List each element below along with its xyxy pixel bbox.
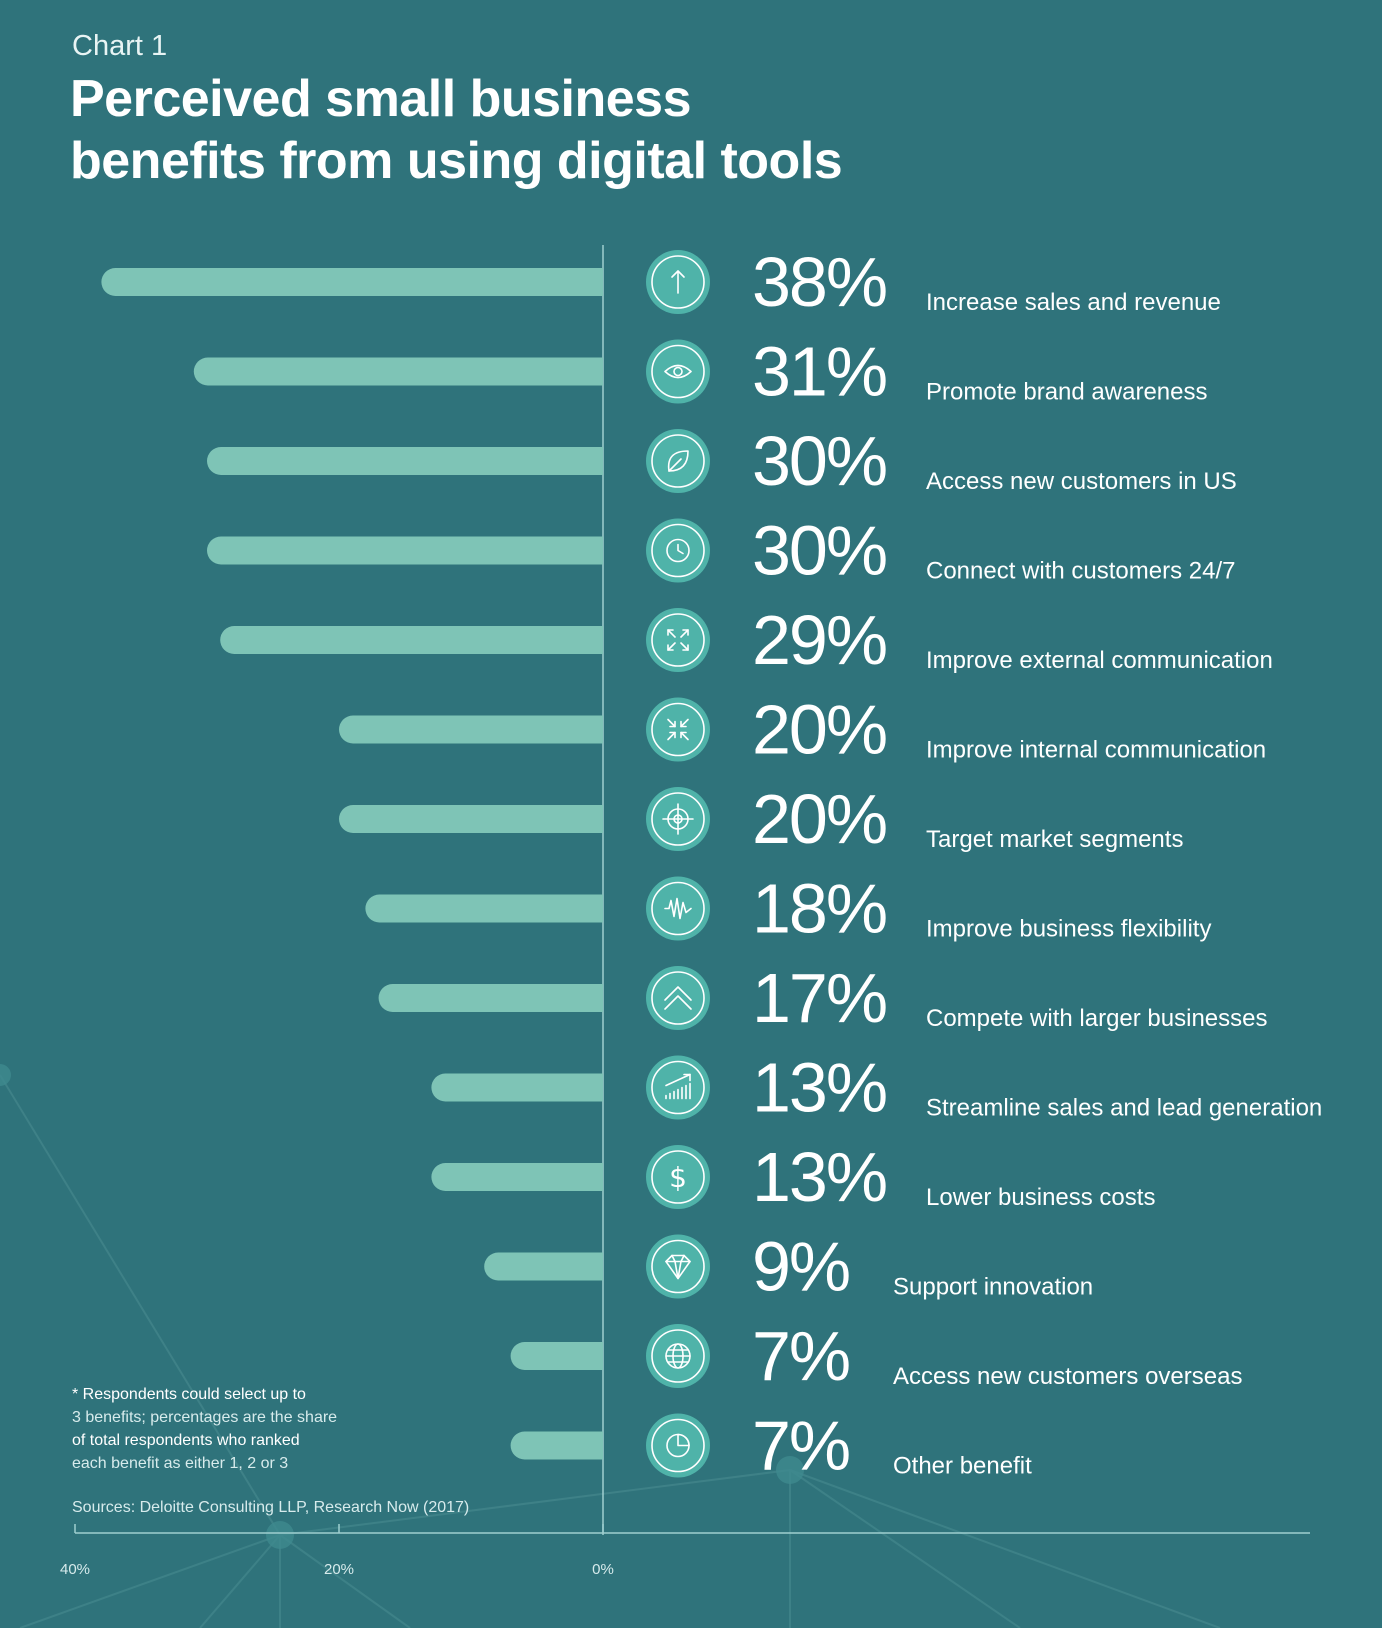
bar-9	[378, 984, 603, 1013]
category-label-11: Lower business costs	[926, 1184, 1155, 1211]
value-label-4: 30%	[752, 512, 886, 590]
value-label-14: 7%	[752, 1407, 849, 1485]
value-label-8: 18%	[752, 870, 886, 948]
chevron-up-icon	[646, 966, 710, 1030]
globe-icon	[646, 1324, 710, 1388]
footnote: * Respondents could select up to 3 benef…	[72, 1383, 412, 1475]
bar-5	[220, 626, 603, 654]
svg-text:$: $	[669, 1161, 687, 1194]
wave-icon	[646, 876, 710, 941]
footnote-line-4: each benefit as either 1, 2 or 3	[72, 1455, 289, 1472]
category-label-3: Access new customers in US	[926, 468, 1237, 495]
category-label-5: Improve external communication	[926, 647, 1273, 674]
category-label-8: Improve business flexibility	[926, 916, 1211, 943]
bar-1	[101, 268, 603, 296]
bar-2	[193, 357, 603, 386]
category-label-12: Support innovation	[893, 1274, 1093, 1301]
x-tick-label: 0%	[592, 1561, 614, 1578]
value-label-10: 13%	[752, 1049, 886, 1127]
category-label-4: Connect with customers 24/7	[926, 558, 1235, 585]
clock-icon	[646, 518, 710, 583]
value-label-13: 7%	[752, 1317, 849, 1395]
chart-number: Chart 1	[72, 30, 168, 62]
value-label-6: 20%	[752, 691, 886, 769]
growth-chart-icon	[646, 1055, 710, 1120]
dollar-icon: $	[646, 1145, 710, 1209]
category-label-1: Increase sales and revenue	[926, 289, 1221, 316]
value-label-7: 20%	[752, 780, 886, 858]
target-icon	[646, 787, 710, 851]
x-tick-label: 20%	[324, 1561, 354, 1578]
bar-11	[431, 1163, 603, 1191]
value-label-2: 31%	[752, 333, 886, 411]
leaf-icon	[646, 429, 710, 493]
diamond-icon	[646, 1234, 710, 1299]
collapse-arrows-icon	[646, 697, 710, 762]
chart-title: Perceived small business benefits from u…	[70, 68, 970, 192]
chart-title-line-2: benefits from using digital tools	[70, 132, 843, 190]
category-label-13: Access new customers overseas	[893, 1363, 1242, 1390]
category-label-7: Target market segments	[926, 826, 1183, 853]
category-label-9: Compete with larger businesses	[926, 1005, 1268, 1032]
value-label-5: 29%	[752, 601, 886, 679]
category-label-14: Other benefit	[893, 1453, 1032, 1480]
bar-7	[339, 805, 603, 833]
bar-4	[207, 536, 604, 565]
chart-title-line-1: Perceived small business	[70, 70, 692, 128]
bar-14	[510, 1431, 603, 1460]
x-tick-label: 40%	[60, 1561, 90, 1578]
bar-3	[207, 447, 603, 475]
category-label-2: Promote brand awareness	[926, 379, 1207, 406]
category-label-6: Improve internal communication	[926, 737, 1266, 764]
expand-arrows-icon	[646, 608, 710, 672]
value-label-11: 13%	[752, 1138, 886, 1216]
sources-note: Sources: Deloitte Consulting LLP, Resear…	[72, 1499, 470, 1516]
bar-12	[484, 1252, 603, 1281]
bar-10	[431, 1073, 603, 1102]
footnote-line-2: 3 benefits; percentages are the share	[72, 1409, 338, 1426]
value-label-3: 30%	[752, 422, 886, 500]
value-label-1: 38%	[752, 243, 886, 321]
pie-chart-icon	[646, 1413, 710, 1478]
bar-8	[365, 894, 603, 923]
bar-13	[510, 1342, 603, 1370]
value-label-9: 17%	[752, 959, 886, 1037]
category-label-10: Streamline sales and lead generation	[926, 1095, 1322, 1122]
arrow-up-icon	[646, 250, 710, 314]
footnote-line-3: of total respondents who ranked	[72, 1432, 300, 1449]
value-label-12: 9%	[752, 1228, 849, 1306]
footnote-line-1: * Respondents could select up to	[72, 1386, 306, 1403]
bar-6	[339, 715, 603, 744]
eye-icon	[646, 339, 710, 404]
